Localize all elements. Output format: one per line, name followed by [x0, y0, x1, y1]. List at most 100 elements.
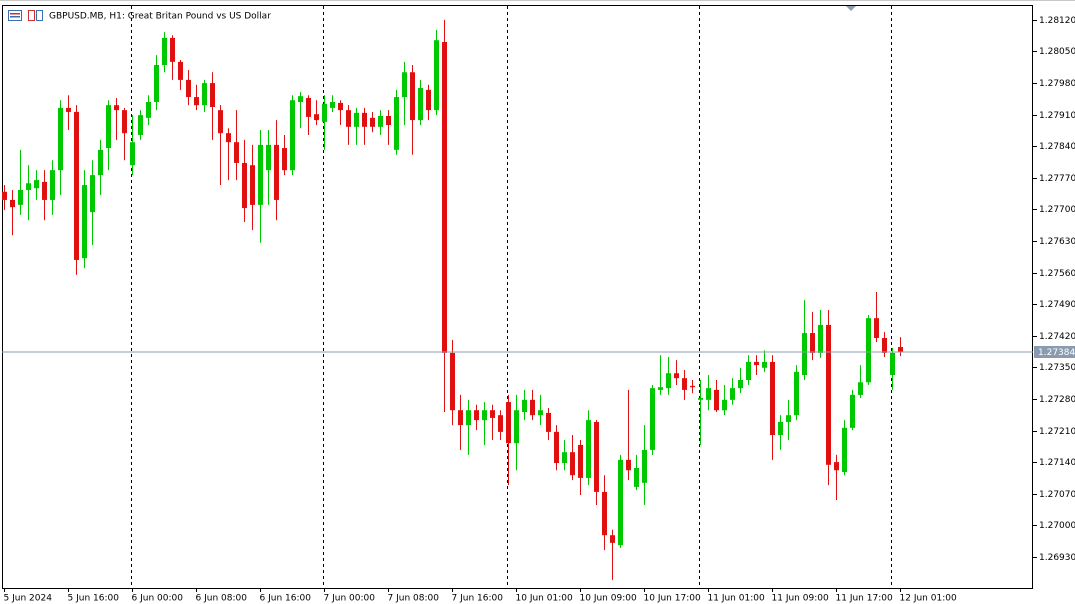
- x-tick-label: 11 Jun 17:00: [836, 594, 893, 604]
- candle-body: [658, 387, 663, 390]
- y-tick-label: 1.26930: [1039, 553, 1075, 563]
- candle-body: [794, 371, 799, 416]
- candle-body: [474, 410, 479, 421]
- candle-body: [714, 389, 719, 411]
- candle-body: [218, 110, 223, 134]
- candle-body: [842, 427, 847, 473]
- candle-body: [138, 115, 143, 135]
- y-tick-label: 1.27140: [1039, 458, 1075, 468]
- candle-body: [18, 190, 23, 205]
- candle-body: [762, 361, 767, 368]
- candle-body: [330, 102, 335, 108]
- candle-body: [114, 105, 119, 111]
- candle-body: [586, 420, 591, 478]
- candle-body: [682, 378, 687, 390]
- y-tick-label: 1.28050: [1039, 47, 1075, 57]
- candle-body: [746, 361, 751, 380]
- candle-body: [674, 373, 679, 379]
- candle-body: [34, 180, 39, 189]
- candle-body: [314, 114, 319, 121]
- y-tick-label: 1.27070: [1039, 490, 1075, 500]
- x-tick-label: 6 Jun 16:00: [260, 594, 312, 604]
- y-tick-label: 1.27280: [1039, 395, 1075, 405]
- x-tick-label: 10 Jun 17:00: [644, 594, 701, 604]
- candle-body: [434, 40, 439, 111]
- candle-body: [482, 410, 487, 421]
- y-tick-label: 1.27700: [1039, 205, 1075, 215]
- candle-body: [26, 183, 31, 191]
- candle-body: [50, 170, 55, 200]
- x-tick-label: 7 Jun 16:00: [452, 594, 504, 604]
- candle-body: [890, 352, 895, 376]
- icon: [28, 10, 35, 21]
- candle-body: [562, 452, 567, 464]
- candle-body: [338, 102, 343, 111]
- candle-body: [666, 373, 671, 389]
- candle-body: [162, 37, 167, 66]
- candle-body: [122, 110, 127, 134]
- candle-body: [42, 181, 47, 200]
- candle-body: [874, 318, 879, 339]
- x-tick-label: 11 Jun 01:00: [708, 594, 765, 604]
- candle-body: [274, 144, 279, 200]
- candle-body: [498, 415, 503, 432]
- candle-body: [810, 333, 815, 353]
- y-tick-label: 1.27630: [1039, 237, 1075, 247]
- candle-body: [418, 88, 423, 121]
- candle-body: [882, 338, 887, 353]
- y-tick-label: 1.28120: [1039, 16, 1075, 26]
- x-tick-label: 5 Jun 2024: [4, 594, 53, 604]
- icon: [8, 10, 22, 21]
- chart-title: GBPUSD.MB, H1: Great Britan Pound vs US …: [49, 12, 271, 22]
- x-tick-label: 10 Jun 09:00: [580, 594, 637, 604]
- y-tick-label: 1.27000: [1039, 521, 1075, 531]
- candle-body: [466, 410, 471, 426]
- candle-body: [554, 431, 559, 464]
- candle-body: [98, 149, 103, 176]
- y-tick-label: 1.27840: [1039, 142, 1075, 152]
- candle-body: [170, 37, 175, 62]
- candle-body: [298, 96, 303, 103]
- candle-body: [250, 165, 255, 205]
- y-tick-label: 1.27560: [1039, 269, 1075, 279]
- candles: [2, 19, 903, 580]
- candle-body: [130, 142, 135, 166]
- symbol-icons: [8, 10, 43, 21]
- candle-body: [570, 452, 575, 476]
- candle-body: [898, 347, 903, 353]
- candle-body: [370, 117, 375, 127]
- candle-body: [74, 111, 79, 260]
- candle-body: [10, 199, 15, 208]
- candle-body: [106, 105, 111, 149]
- candle-body: [626, 459, 631, 471]
- candle-body: [706, 388, 711, 400]
- x-tick-label: 11 Jun 09:00: [772, 594, 829, 604]
- candle-body: [242, 162, 247, 209]
- candle-body: [58, 107, 63, 171]
- y-tick-label: 1.27420: [1039, 332, 1075, 342]
- candle-body: [154, 65, 159, 103]
- candle-body: [258, 144, 263, 205]
- candle-body: [850, 394, 855, 428]
- last-price-label: 1.27384: [1038, 348, 1075, 358]
- y-tick-label: 1.27490: [1039, 300, 1075, 310]
- candle-body: [738, 379, 743, 389]
- candle-body: [538, 410, 543, 416]
- candle-body: [490, 410, 495, 418]
- candle-body: [642, 449, 647, 483]
- candle-body: [786, 415, 791, 422]
- candle-body: [826, 324, 831, 465]
- candle-body: [690, 385, 695, 388]
- candle-body: [210, 83, 215, 107]
- candle-body: [226, 133, 231, 143]
- candle-body: [346, 110, 351, 127]
- candle-body: [458, 410, 463, 426]
- last-price-tag: [1034, 346, 1075, 359]
- candle-body: [394, 97, 399, 150]
- candle-body: [290, 100, 295, 171]
- candle-body: [634, 467, 639, 487]
- candle-body: [866, 318, 871, 383]
